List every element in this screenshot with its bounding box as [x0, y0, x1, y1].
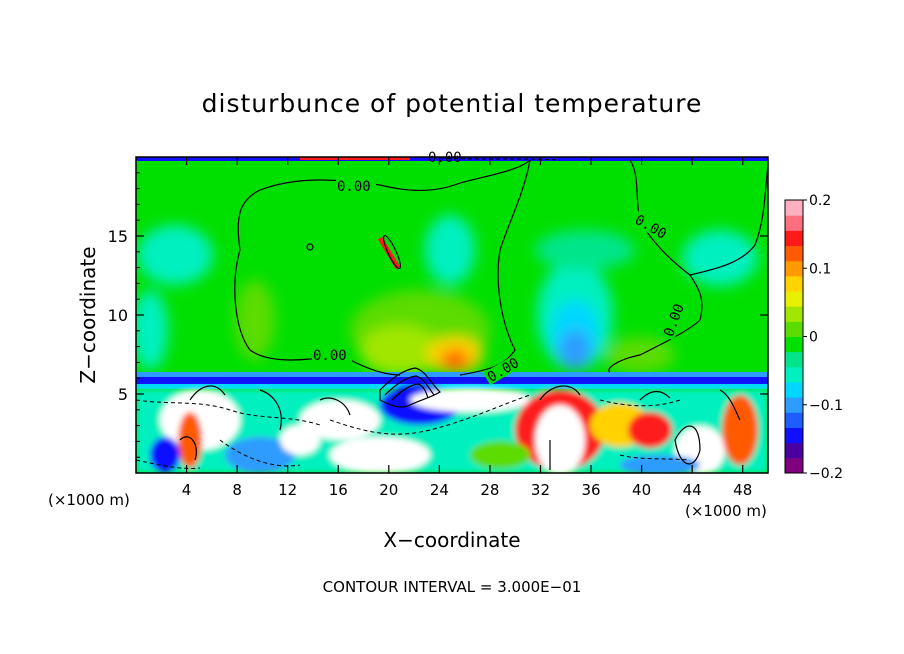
y-tick-label: 15: [108, 227, 128, 246]
contour-label: 0.00: [313, 348, 347, 364]
x-tick-label: 4: [182, 481, 192, 499]
x-tick-label: 20: [379, 481, 398, 499]
colorbar-swatch: [785, 291, 803, 307]
colorbar-ticks: 0.2 0.1 0 −0.1 −0.2: [803, 193, 843, 482]
colorbar-swatch: [785, 442, 803, 459]
colorbar-swatch: [785, 397, 803, 413]
colorbar: [784, 199, 804, 474]
contour-interval-text: CONTOUR INTERVAL = 3.000E−01: [323, 578, 582, 596]
colorbar-swatch: [785, 366, 803, 383]
x-tick-label: 12: [278, 481, 297, 499]
colorbar-tick-label: −0.2: [809, 466, 843, 482]
colorbar-tick-label: 0.2: [809, 193, 831, 209]
colorbar-swatch: [785, 215, 803, 231]
colorbar-swatch: [785, 457, 803, 474]
colorbar-swatch: [785, 321, 803, 337]
colorbar-swatch: [785, 275, 803, 292]
x-tick-label: 40: [632, 481, 651, 499]
y-axis: 5 10 15: [108, 172, 768, 458]
x-unit-left: (×1000 m): [48, 491, 130, 509]
x-tick-label: 24: [430, 481, 449, 499]
y-axis-label: Z−coordinate: [76, 246, 100, 383]
colorbar-swatch: [785, 427, 803, 444]
x-axis-label: X−coordinate: [383, 528, 520, 552]
contour-label: 0.00: [428, 150, 462, 166]
x-tick-label: 44: [683, 481, 702, 499]
contour-label: 0.00: [337, 179, 371, 195]
colorbar-tick-label: 0.1: [809, 261, 831, 277]
colorbar-swatch: [785, 351, 803, 368]
y-tick-label: 5: [118, 385, 128, 404]
chart-title: disturbunce of potential temperature: [202, 89, 703, 118]
colorbar-swatch: [785, 306, 803, 322]
x-tick-label: 16: [329, 481, 348, 499]
x-tick-label: 36: [581, 481, 600, 499]
colorbar-swatch: [785, 245, 803, 262]
x-unit-right: (×1000 m): [685, 502, 767, 520]
x-tick-label: 48: [733, 481, 752, 499]
x-tick-label: 28: [480, 481, 499, 499]
colorbar-swatch: [785, 200, 803, 216]
x-tick-label: 8: [232, 481, 242, 499]
x-axis: 4 8 12 16 20 24 28 32 36 40 44 48: [182, 157, 752, 499]
colorbar-swatch: [785, 230, 803, 246]
colorbar-swatch: [785, 382, 803, 398]
colorbar-tick-label: −0.1: [809, 398, 843, 414]
colorbar-swatch: [785, 336, 803, 353]
colorbar-swatch: [785, 260, 803, 277]
colorbar-swatch: [785, 412, 803, 428]
heatmap-field: [136, 157, 768, 473]
x-tick-label: 32: [531, 481, 550, 499]
colorbar-tick-label: 0: [809, 330, 818, 346]
y-tick-label: 10: [108, 306, 128, 325]
